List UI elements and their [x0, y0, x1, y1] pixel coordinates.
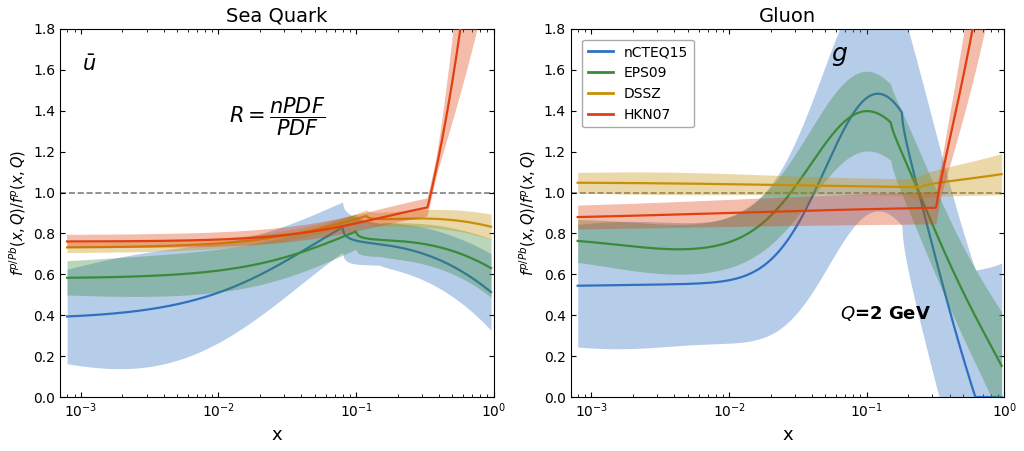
Text: $Q$=2 GeV: $Q$=2 GeV [840, 304, 931, 323]
Legend: nCTEQ15, EPS09, DSSZ, HKN07: nCTEQ15, EPS09, DSSZ, HKN07 [582, 40, 693, 128]
Y-axis label: $f^{p/Pb}(x,Q)/f^p(x,Q)$: $f^{p/Pb}(x,Q)/f^p(x,Q)$ [7, 150, 28, 276]
Y-axis label: $f^{p/Pb}(x,Q)/f^p(x,Q)$: $f^{p/Pb}(x,Q)/f^p(x,Q)$ [517, 150, 539, 276]
Title: Gluon: Gluon [759, 7, 816, 26]
X-axis label: x: x [271, 426, 283, 444]
Text: $R = \dfrac{nPDF}{PDF}$: $R = \dfrac{nPDF}{PDF}$ [228, 95, 326, 138]
Text: $g$: $g$ [830, 44, 848, 68]
Title: Sea Quark: Sea Quark [226, 7, 328, 26]
X-axis label: x: x [782, 426, 793, 444]
Text: $\bar{u}$: $\bar{u}$ [82, 55, 96, 75]
